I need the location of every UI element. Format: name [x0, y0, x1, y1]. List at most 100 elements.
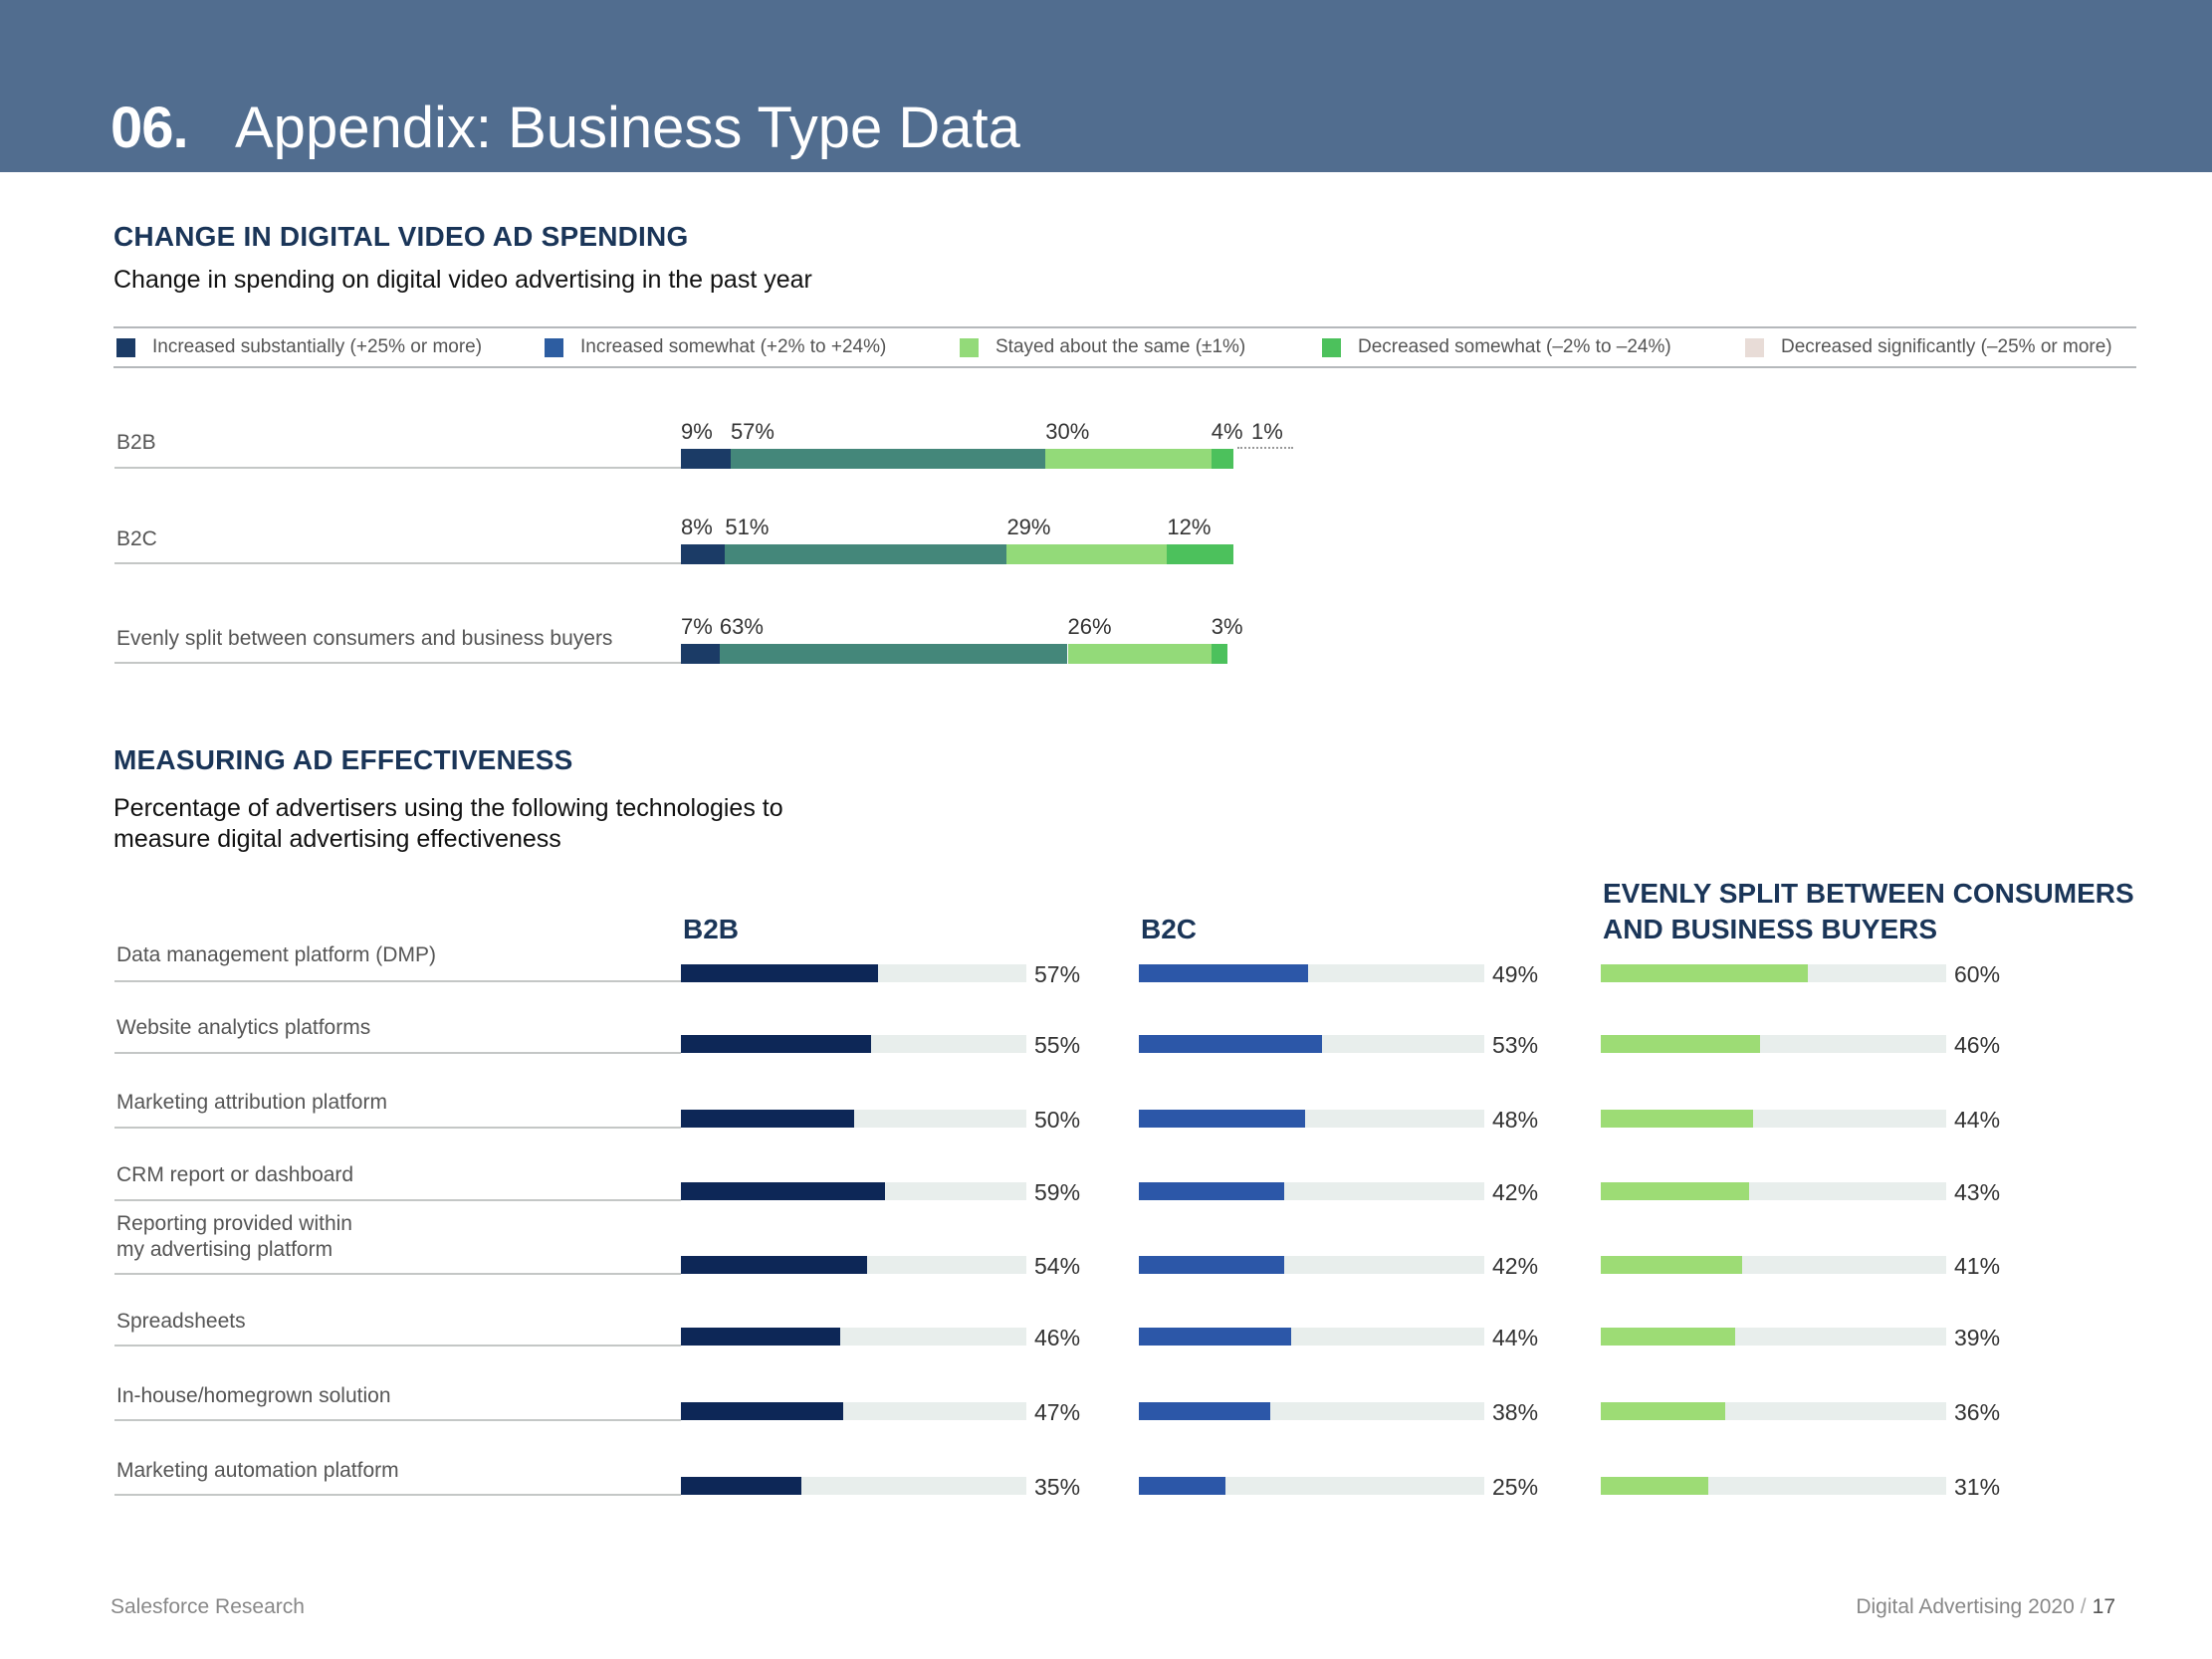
- section2-title: MEASURING AD EFFECTIVENESS: [113, 744, 573, 775]
- bar: [1139, 1477, 1225, 1495]
- category-label-line: In-house/homegrown solution: [116, 1384, 391, 1407]
- legend-label: Stayed about the same (±1%): [995, 336, 1246, 357]
- category-label: B2B: [116, 431, 156, 454]
- bar-segment: [725, 544, 1007, 564]
- bar-segment: [1167, 544, 1233, 564]
- page-number: 17: [2092, 1595, 2115, 1618]
- category-label: Website analytics platforms: [116, 1015, 370, 1041]
- category-label: Marketing attribution platform: [116, 1090, 387, 1116]
- bar-segment: [681, 544, 726, 564]
- footer-publication: Digital Advertising 2020/17: [1856, 1595, 2115, 1618]
- category-label-line: Data management platform (DMP): [116, 943, 436, 966]
- data-label: 26%: [1067, 614, 1112, 639]
- value-label: 49%: [1492, 961, 1539, 987]
- bar: [1139, 1256, 1284, 1274]
- value-label: 31%: [1954, 1474, 2001, 1500]
- bar: [1601, 964, 1809, 982]
- data-label: 3%: [1211, 614, 1243, 639]
- legend-label: Decreased somewhat (–2% to –24%): [1358, 336, 1671, 357]
- data-label: 7%: [681, 614, 713, 639]
- legend-item: Increased substantially (+25% or more): [116, 328, 482, 366]
- row-divider: [114, 1273, 681, 1275]
- bar: [681, 964, 878, 982]
- data-label: 4%: [1211, 419, 1243, 444]
- bar: [1601, 1110, 1753, 1128]
- column-header-line: EVENLY SPLIT BETWEEN CONSUMERS: [1603, 878, 2134, 909]
- value-label: 55%: [1034, 1032, 1081, 1058]
- value-label: 39%: [1954, 1325, 2001, 1350]
- bar-segment: [1045, 449, 1212, 469]
- data-label: 63%: [719, 614, 764, 639]
- value-label: 36%: [1954, 1399, 2001, 1425]
- value-label: 44%: [1954, 1107, 2001, 1133]
- bar: [1601, 1256, 1743, 1274]
- bar-segment: [730, 449, 1046, 469]
- value-label: 59%: [1034, 1179, 1081, 1205]
- value-label: 46%: [1034, 1325, 1081, 1350]
- bar-segment: [681, 449, 731, 469]
- data-label: 8%: [681, 515, 713, 539]
- page-header: 06. Appendix: Business Type Data: [0, 0, 2212, 172]
- category-label: Evenly split between consumers and busin…: [116, 627, 613, 650]
- value-label: 43%: [1954, 1179, 2001, 1205]
- value-label: 41%: [1954, 1253, 2001, 1279]
- category-label: Reporting provided within my advertising …: [116, 1211, 352, 1263]
- leader-line: [1237, 447, 1293, 449]
- legend-item: Decreased significantly (–25% or more): [1745, 328, 2112, 366]
- legend-label: Increased somewhat (+2% to +24%): [580, 336, 887, 357]
- bar: [681, 1035, 871, 1053]
- bar: [1139, 964, 1309, 982]
- bar: [681, 1477, 802, 1495]
- bar: [681, 1402, 844, 1420]
- row-divider: [114, 1199, 681, 1201]
- row-divider: [114, 1419, 681, 1421]
- legend-swatch: [1745, 337, 1764, 357]
- bar: [1601, 1035, 1760, 1053]
- value-label: 25%: [1492, 1474, 1539, 1500]
- legend-item: Increased somewhat (+2% to +24%): [545, 328, 886, 366]
- row-divider: [114, 467, 681, 469]
- bar: [681, 1256, 868, 1274]
- bar-segment: [1211, 449, 1233, 469]
- data-label: 57%: [730, 419, 774, 444]
- bar: [681, 1328, 840, 1346]
- value-label: 60%: [1954, 961, 2001, 987]
- section2-subtitle-line2: measure digital advertising effectivenes…: [113, 825, 561, 853]
- legend-swatch: [545, 337, 563, 357]
- column-header: EVENLY SPLIT BETWEEN CONSUMERS AND BUSINE…: [1603, 876, 2134, 947]
- value-label: 54%: [1034, 1253, 1081, 1279]
- bar: [1601, 1477, 1708, 1495]
- value-label: 48%: [1492, 1107, 1539, 1133]
- publication-name: Digital Advertising 2020: [1856, 1595, 2075, 1618]
- legend-label: Decreased significantly (–25% or more): [1781, 336, 2112, 357]
- data-label: 1%: [1251, 419, 1283, 444]
- bar-segment: [1211, 644, 1228, 664]
- row-divider: [114, 980, 681, 982]
- value-label: 47%: [1034, 1399, 1081, 1425]
- category-label-line: Marketing attribution platform: [116, 1091, 387, 1114]
- chart-legend: Increased substantially (+25% or more) In…: [113, 326, 2136, 368]
- bar: [1601, 1182, 1750, 1200]
- category-label: CRM report or dashboard: [116, 1162, 353, 1188]
- category-label: Marketing automation platform: [116, 1458, 399, 1484]
- category-label-line: Reporting provided within: [116, 1212, 352, 1235]
- legend-item: Stayed about the same (±1%): [960, 328, 1245, 366]
- bar: [1601, 1328, 1736, 1346]
- legend-swatch: [1322, 337, 1341, 357]
- data-label: 30%: [1045, 419, 1090, 444]
- value-label: 57%: [1034, 961, 1081, 987]
- data-label: 12%: [1167, 515, 1212, 539]
- section1-subtitle: Change in spending on digital video adve…: [113, 266, 812, 294]
- row-divider: [114, 562, 681, 564]
- row-divider: [114, 662, 681, 664]
- section2-subtitle: Percentage of advertisers using the foll…: [113, 793, 783, 855]
- value-label: 53%: [1492, 1032, 1539, 1058]
- category-label-line: CRM report or dashboard: [116, 1163, 354, 1186]
- bar: [1139, 1402, 1270, 1420]
- footer-source: Salesforce Research: [111, 1595, 305, 1618]
- category-label: In-house/homegrown solution: [116, 1383, 391, 1409]
- category-label: B2C: [116, 527, 157, 550]
- bar: [1139, 1110, 1305, 1128]
- bar-segment: [719, 644, 1068, 664]
- section2-subtitle-line1: Percentage of advertisers using the foll…: [113, 794, 783, 822]
